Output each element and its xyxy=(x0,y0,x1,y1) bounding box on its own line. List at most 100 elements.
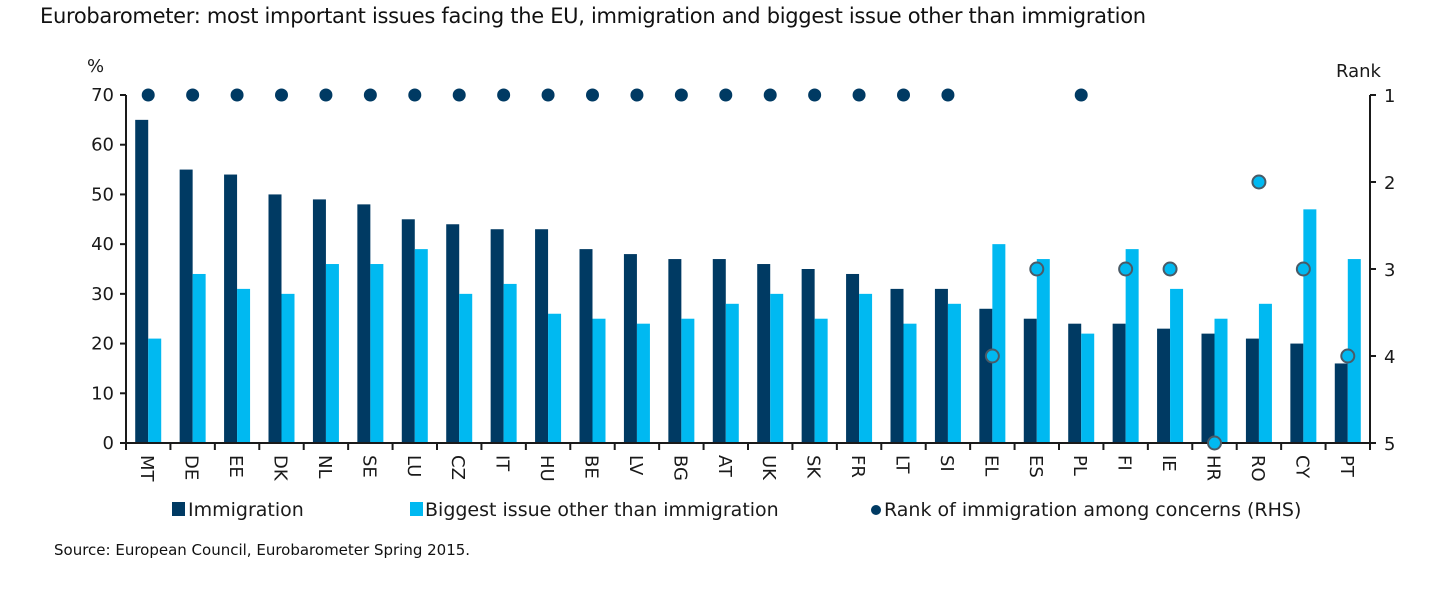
x-axis-label-cy: CY xyxy=(1291,455,1312,479)
rank-point-es xyxy=(1029,261,1045,277)
bar-other-sk xyxy=(814,318,828,443)
bar-immigration-pl xyxy=(1068,323,1082,443)
x-axis-label-it: IT xyxy=(492,455,513,472)
bar-other-el xyxy=(992,244,1006,443)
bar-immigration-hu xyxy=(535,229,549,443)
bar-immigration-cy xyxy=(1290,343,1304,443)
rank-point-ro xyxy=(1251,174,1267,190)
bar-other-cy xyxy=(1303,209,1317,443)
bar-immigration-dk xyxy=(268,194,282,443)
rank-point-mt xyxy=(141,88,155,102)
legend-swatch-immigration xyxy=(172,502,185,516)
bar-other-hr xyxy=(1214,318,1228,443)
left-axis-tick-label: 70 xyxy=(91,85,114,106)
bar-immigration-it xyxy=(490,229,504,443)
x-axis-label-es: ES xyxy=(1025,455,1046,478)
bar-other-es xyxy=(1036,259,1050,443)
x-axis-label-cz: CZ xyxy=(447,455,468,480)
rank-point-sk xyxy=(808,88,822,102)
x-axis-label-be: BE xyxy=(581,455,602,479)
bar-immigration-sk xyxy=(801,269,815,443)
x-axis-label-sk: SK xyxy=(803,455,824,479)
x-axis-label-fr: FR xyxy=(847,455,868,478)
bar-immigration-pt xyxy=(1334,363,1348,443)
bar-immigration-el xyxy=(979,308,993,443)
x-axis-label-pt: PT xyxy=(1336,455,1357,478)
bar-immigration-bg xyxy=(668,259,682,443)
rank-point-cy xyxy=(1295,261,1311,277)
rank-point-uk xyxy=(763,88,777,102)
bar-other-pt xyxy=(1347,259,1361,443)
bar-other-uk xyxy=(770,293,784,443)
bar-immigration-lu xyxy=(401,219,415,443)
left-axis-tick-label: 20 xyxy=(91,334,114,355)
x-axis-label-ro: RO xyxy=(1247,455,1268,482)
bar-other-fi xyxy=(1125,249,1139,443)
rank-point-hr xyxy=(1207,435,1222,451)
left-axis-tick-label: 60 xyxy=(91,135,114,156)
bar-other-hu xyxy=(548,313,562,443)
rank-point-bg xyxy=(674,88,688,102)
bar-other-be xyxy=(592,318,606,443)
rank-point-lt xyxy=(897,88,910,102)
legend-swatch-other xyxy=(410,502,423,516)
left-axis-tick-label: 30 xyxy=(91,284,114,305)
right-axis-tick-label: 5 xyxy=(1384,434,1395,455)
left-axis: % 0 10 20 30 40 50 60 70 xyxy=(87,56,127,454)
bars xyxy=(135,119,1361,444)
x-axis-label-bg: BG xyxy=(669,455,690,481)
rank-points xyxy=(141,88,1356,451)
chart-title: Eurobarometer: most important issues fac… xyxy=(40,4,1146,28)
bar-other-at xyxy=(725,303,739,443)
x-axis-label-si: SI xyxy=(936,455,957,472)
x-axis-label-lt: LT xyxy=(892,455,913,475)
x-axis-label-ie: IE xyxy=(1158,455,1179,472)
rank-point-be xyxy=(586,88,599,102)
bar-immigration-ie xyxy=(1157,328,1171,443)
x-axis-label-dk: DK xyxy=(270,455,291,482)
bar-immigration-lt xyxy=(890,288,904,443)
bar-immigration-es xyxy=(1023,318,1037,443)
right-axis-tick-label: 2 xyxy=(1384,173,1395,194)
bar-other-it xyxy=(503,283,517,443)
rank-point-se xyxy=(363,88,377,102)
x-axis-label-se: SE xyxy=(358,455,379,478)
bar-immigration-hr xyxy=(1201,333,1215,443)
bar-immigration-fr xyxy=(846,273,860,443)
bar-immigration-fi xyxy=(1112,323,1126,443)
legend-label-other: Biggest issue other than immigration xyxy=(425,499,779,521)
x-axis-label-uk: UK xyxy=(758,455,779,481)
bar-immigration-cz xyxy=(446,224,460,443)
bar-immigration-si xyxy=(934,288,948,443)
bar-other-dk xyxy=(281,293,295,443)
bar-other-ee xyxy=(237,288,251,443)
rank-point-si xyxy=(941,88,955,102)
right-axis-unit: Rank xyxy=(1336,61,1382,82)
bar-immigration-se xyxy=(357,204,371,443)
x-axis-label-lv: LV xyxy=(625,455,646,476)
bar-other-de xyxy=(192,273,206,443)
bar-other-pl xyxy=(1081,333,1095,443)
rank-point-ie xyxy=(1162,261,1178,277)
left-axis-tick-label: 10 xyxy=(91,383,114,404)
left-axis-unit: % xyxy=(87,56,104,77)
x-axis-label-de: DE xyxy=(181,455,202,480)
left-axis-tick-label: 0 xyxy=(103,433,114,454)
bar-other-ro xyxy=(1258,303,1272,443)
rank-point-nl xyxy=(319,88,333,102)
right-axis-tick-label: 3 xyxy=(1384,260,1395,281)
x-axis-label-pl: PL xyxy=(1069,455,1090,476)
bar-other-mt xyxy=(148,338,162,443)
x-axis-label-hu: HU xyxy=(536,455,557,482)
left-axis-tick-label: 40 xyxy=(91,234,114,255)
x-axis-label-nl: NL xyxy=(314,455,335,479)
bar-other-lv xyxy=(636,323,650,443)
legend-marker-rank xyxy=(871,505,881,515)
rank-point-cz xyxy=(452,88,466,102)
bar-immigration-nl xyxy=(312,199,326,443)
bar-other-cz xyxy=(459,293,473,443)
rank-point-el xyxy=(984,348,1000,364)
source-note: Source: European Council, Eurobarometer … xyxy=(54,541,471,559)
